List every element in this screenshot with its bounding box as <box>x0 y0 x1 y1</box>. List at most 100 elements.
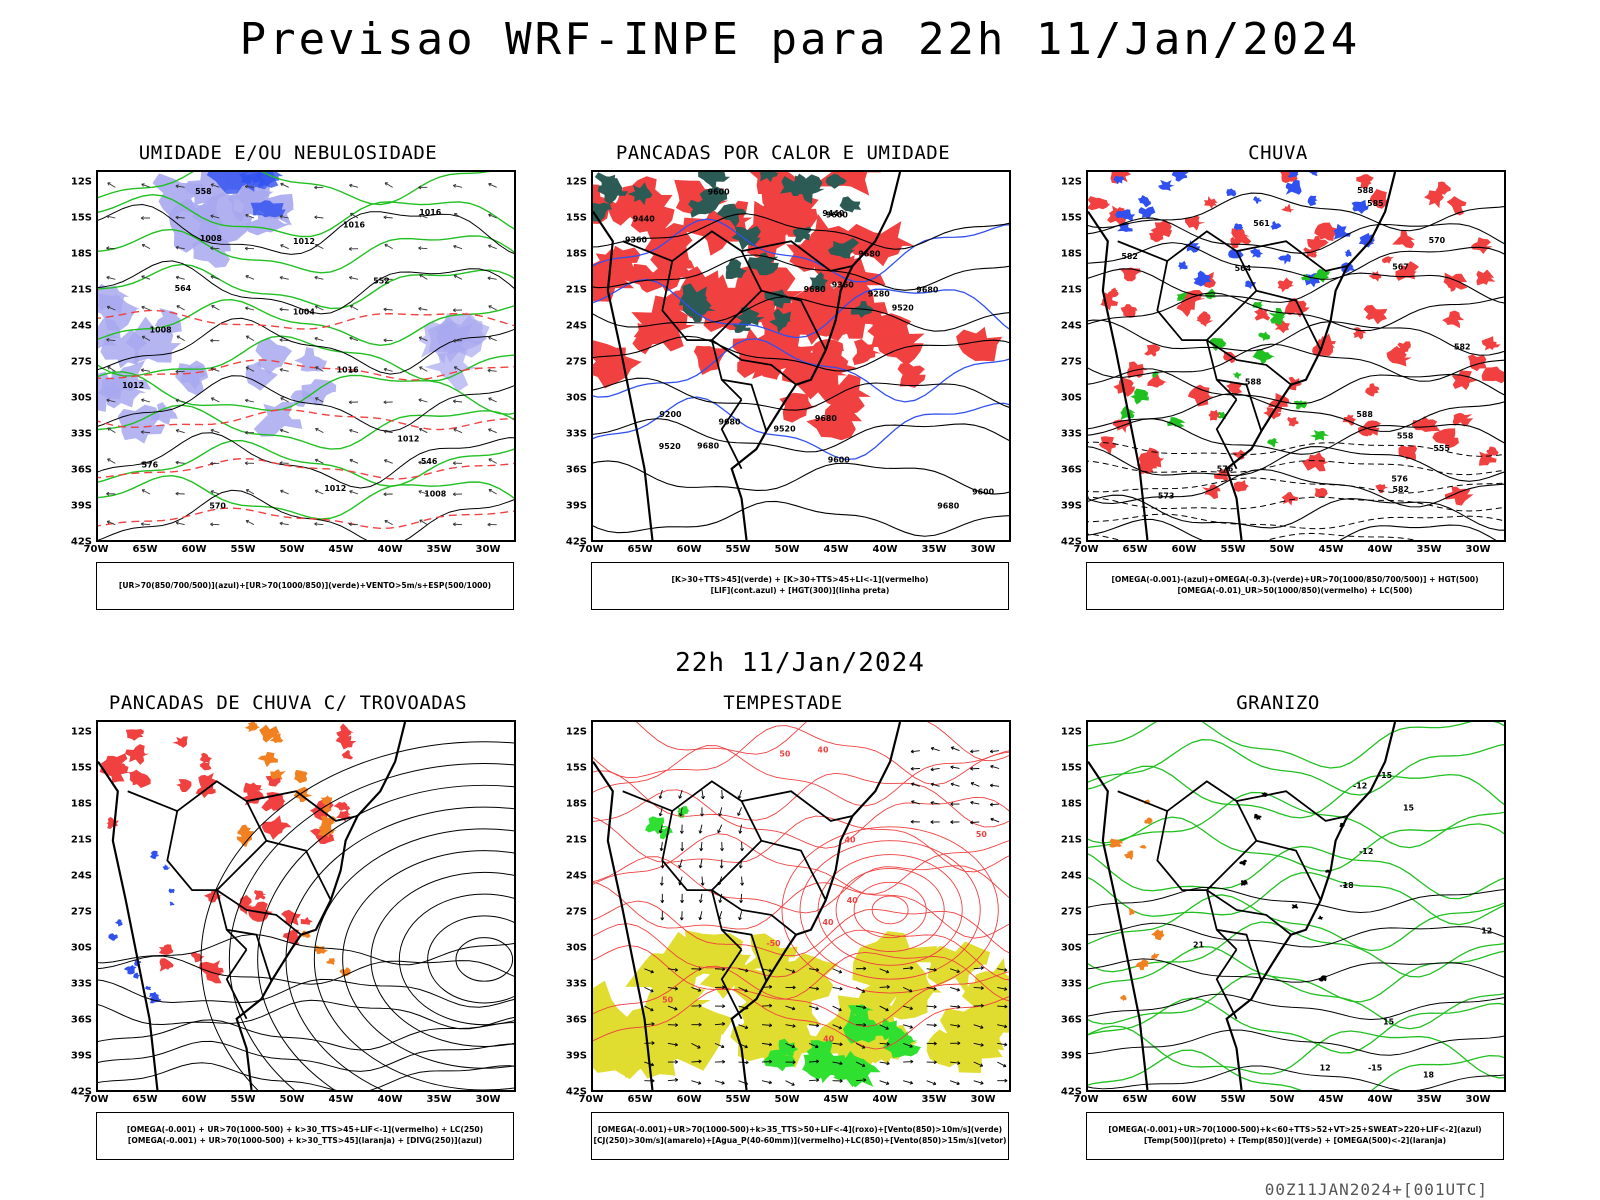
temp-850-contour <box>1088 945 1504 1003</box>
political-border <box>1256 839 1322 901</box>
wind-vector <box>739 824 743 834</box>
wind-vector <box>210 215 220 219</box>
wind-vector <box>488 458 497 464</box>
map-canvas <box>98 722 514 1090</box>
wind-vector <box>879 1061 890 1065</box>
wind-vector <box>487 244 492 249</box>
wind-vector <box>418 461 428 464</box>
wind-vector <box>383 367 388 372</box>
wind-vector <box>667 1079 678 1082</box>
map-chuva[interactable]: 588 588 582 582 582 576 576 573 570 567 564 561 558 5… <box>1086 170 1506 542</box>
wind-vector <box>487 369 497 372</box>
rain-red-patch <box>1435 181 1451 195</box>
rain-red-patch <box>1452 412 1474 427</box>
lat-tick-label: 27S <box>1060 906 1082 918</box>
wind-vector <box>714 968 725 970</box>
level-contour <box>1088 477 1504 494</box>
rain-blue-patch <box>1226 188 1237 197</box>
lat-tick-label: 12S <box>1060 176 1082 188</box>
wind-vector <box>737 795 742 799</box>
contour-label: -15 <box>1378 771 1392 780</box>
map-trovoadas[interactable] <box>96 720 516 1092</box>
rain-red-patch <box>1375 484 1389 494</box>
wind-vector <box>650 1007 654 1012</box>
wind-vector <box>175 429 185 434</box>
lon-tick-label: 50W <box>774 544 800 555</box>
wind-vector <box>861 1063 866 1068</box>
wind-vector <box>990 783 994 788</box>
political-border <box>1117 780 1258 951</box>
wind-vector <box>930 768 940 771</box>
contour-label: 546 <box>421 457 438 466</box>
wind-vector <box>741 876 743 886</box>
wind-vector <box>106 276 116 280</box>
map-tempestade[interactable]: 40 50 40 50 40 40 50 40 -50 <box>591 720 1011 1092</box>
precipitable-water-contour <box>835 867 945 952</box>
rain-green-patch <box>1232 372 1243 380</box>
thunder-red-patch <box>172 736 188 748</box>
streamline <box>228 763 514 1090</box>
map-granizo[interactable]: -12 -15 -18 12 15 18 21 -12 -15 12 15 <box>1086 720 1506 1092</box>
wind-vector <box>141 489 151 495</box>
wind-vector <box>175 428 180 433</box>
wind-vector <box>885 1026 889 1030</box>
lat-tick-label: 27S <box>70 356 92 368</box>
lat-tick-label: 42S <box>565 1086 587 1098</box>
streamline <box>98 955 514 985</box>
lon-tick-label: 30W <box>970 544 996 555</box>
wind-vector <box>785 1024 796 1027</box>
height-500-contour <box>1088 468 1504 508</box>
political-border <box>1236 790 1348 822</box>
coastline <box>1088 722 1397 1090</box>
wind-vector <box>348 275 353 280</box>
wind-vector <box>244 246 248 251</box>
wind-vector <box>722 967 726 972</box>
wind-vector <box>926 1005 937 1008</box>
wind-vector <box>691 986 701 992</box>
map-umidade[interactable]: 1012 1008 1016 1012 1004 1008 1012 1008 1016 1012… <box>96 170 516 542</box>
wind-vector <box>832 968 842 974</box>
wind-vector <box>349 336 353 341</box>
legend-line: [OMEGA(-0.01)_UR>50(1000/850)(vermelho) … <box>1177 586 1413 595</box>
wind-vector <box>419 274 423 278</box>
legend-line: [OMEGA(-0.001)-(azul)+OMEGA(-0.3)-(verde… <box>1111 575 1479 585</box>
wind-vector <box>933 1060 937 1065</box>
wind-vector <box>245 399 255 403</box>
wind-vector <box>930 783 940 787</box>
wind-vector <box>1003 987 1008 991</box>
wind-vector <box>349 212 354 217</box>
wind-vector <box>210 490 220 495</box>
wind-vector <box>744 1025 749 1030</box>
wind-vector <box>910 749 914 754</box>
lon-tick-label: 40W <box>872 544 898 555</box>
wind-green-area <box>803 1045 848 1079</box>
wind-vector <box>106 215 116 219</box>
instability-red-area <box>693 345 728 375</box>
wind-vector <box>314 216 324 219</box>
wind-vector <box>210 183 220 188</box>
rain-blue-patch <box>1113 176 1125 185</box>
wind-vector <box>175 399 185 403</box>
humidity-green-contour <box>98 193 514 238</box>
rain-blue-patch <box>1344 249 1352 258</box>
contour-label: 585 <box>1367 199 1384 208</box>
rain-blue-patch <box>1250 248 1264 258</box>
wind-vector <box>885 1007 889 1012</box>
contour-label: 9520 <box>892 303 915 312</box>
precipitable-water-contour <box>635 722 1009 762</box>
legend-box: [UR>70(850/700/500)](azul)+[UR>70(1000/8… <box>96 562 514 610</box>
panel-trovoadas: PANCADAS DE CHUVA C/ TROVOADAS 12S 15S 18S… <box>58 692 518 1162</box>
contour-label: 588 <box>1357 186 1374 195</box>
lat-tick-label: 27S <box>70 906 92 918</box>
precipitable-water-contour <box>593 815 1009 873</box>
temp-850-contour <box>1088 973 1504 1030</box>
map-pancadas-calor[interactable]: 9680 9680 9680 9680 9600 9680 9600 9520 9600 9520… <box>591 170 1011 542</box>
thunder-red-patch <box>335 732 357 750</box>
contour-label: 558 <box>195 187 212 196</box>
wind-vector <box>808 986 819 990</box>
wind-vector <box>970 750 980 753</box>
wind-vector <box>679 917 684 921</box>
wind-vector <box>745 1060 749 1065</box>
wind-vector <box>488 336 497 342</box>
map-canvas: -12 -15 -18 12 15 18 21 -12 -15 12 15 <box>1088 722 1504 1090</box>
